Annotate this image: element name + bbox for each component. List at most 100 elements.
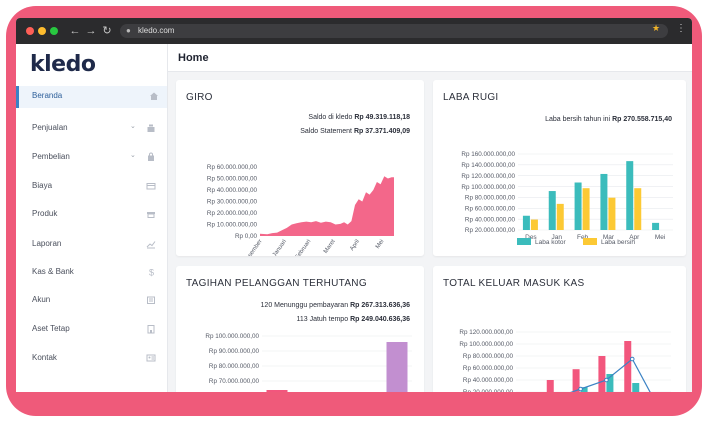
sidebar-item-kas-bank[interactable]: Kas & Bank $ [16,262,167,284]
close-window-icon[interactable] [26,27,34,35]
tagihan-bar [386,342,408,392]
bar-laba-kotor [522,215,530,230]
sidebar-item-akun[interactable]: Akun [16,290,167,312]
chevron-down-icon[interactable]: ⌄ [130,123,136,130]
building-icon [147,325,155,334]
sidebar-item-penjualan[interactable]: Penjualan ⌄ [16,118,167,140]
y-tick-label: Rp 60.000.000,00 [207,164,258,171]
kas-chart: Rp 120.000.000,00 Rp 100.000.000,00 Rp 80.… [459,329,671,392]
sidebar-item-aset-tetap[interactable]: Aset Tetap [16,319,167,341]
y-tick-label: Rp 80.000.000,00 [463,353,514,360]
x-tick-label: Februari [295,239,313,256]
sidebar-item-pembelian[interactable]: Pembelian ⌄ [16,147,167,169]
forward-arrow-icon[interactable]: → [85,25,97,37]
giro-chart: Rp 60.000.000,00 Rp 50.000.000,00 Rp 40.00… [207,164,394,256]
kas-line-point [578,386,583,392]
kas-card-title: TOTAL KELUAR MASUK KAS [443,278,585,289]
bar-laba-bersih [556,203,564,230]
bookmark-star-icon[interactable]: ★ [652,23,661,33]
bar-laba-kotor [574,182,582,230]
tagihan-bar [266,390,288,392]
ledger-icon [147,296,155,304]
laba-rugi-card: LABA RUGI Laba bersih tahun ini Rp 270.5… [433,80,686,256]
x-tick-label: Des [525,234,537,241]
x-tick-label: Desember [243,239,264,256]
giro-card-title: GIRO [186,92,213,103]
x-tick-label: Januari [272,239,288,256]
main-content: Home GIRO Saldo di kledo Rp 49.319.118,1… [168,44,692,392]
tagihan-jatuh-tempo-stat: 113 Jatuh tempo Rp 249.040.636,36 [296,316,410,323]
tagihan-card: TAGIHAN PELANGGAN TERHUTANG 120 Menunggu… [176,266,424,392]
y-tick-label: Rp 50.000.000,00 [207,176,258,183]
browser-titlebar: ← → ↻ ● kledo.com ★ ⋮ [16,18,692,44]
sidebar-item-label: Kontak [32,353,57,362]
maximize-window-icon[interactable] [50,27,58,35]
y-tick-label: Rp 40.000.000,00 [465,216,516,223]
x-tick-label: Jan [552,234,563,241]
minimize-window-icon[interactable] [38,27,46,35]
sidebar-item-label: Beranda [32,91,63,100]
sidebar-item-label: Pembelian [32,152,70,161]
sidebar-item-kontak[interactable]: Kontak [16,348,167,370]
y-tick-label: Rp 120.000.000,00 [461,173,515,180]
bar-laba-bersih [530,219,538,230]
y-tick-label: Rp 0,00 [235,233,258,240]
tagihan-chart: Rp 100.000.000,00 Rp 90.000.000,00 Rp 80.0… [205,333,412,392]
svg-text:$: $ [149,268,154,278]
lock-icon: ● [126,26,131,35]
sidebar-item-beranda[interactable]: Beranda [16,86,167,108]
kas-line-point [629,356,635,362]
sidebar-item-label: Kas & Bank [32,267,74,276]
kledo-logo[interactable]: kledo [30,52,96,77]
sidebar-item-label: Biaya [32,181,53,190]
contact-card-icon [146,354,156,362]
giro-card: GIRO Saldo di kledo Rp 49.319.118,18 Sal… [176,80,424,256]
tagihan-card-title: TAGIHAN PELANGGAN TERHUTANG [186,278,367,289]
laba-bersih-stat: Laba bersih tahun ini Rp 270.558.715,40 [545,116,672,123]
dollar-icon: $ [149,268,154,278]
kas-bar [580,387,588,392]
y-tick-label: Rp 100.000.000,00 [459,341,513,348]
legend-label: Laba bersih [601,239,635,246]
kas-line-series [570,358,651,392]
kas-bar [572,369,580,392]
y-tick-label: Rp 40.000.000,00 [463,377,514,384]
bar-laba-kotor [626,161,634,230]
browser-window: ← → ↻ ● kledo.com ★ ⋮ kledo Beranda Penju… [16,18,692,392]
y-tick-label: Rp 20.000.000,00 [207,210,258,217]
x-tick-label: Mei [375,239,385,250]
sidebar-item-produk[interactable]: Produk [16,204,167,226]
y-tick-label: Rp 20.000.000,00 [465,227,516,234]
bar-laba-bersih [634,188,642,230]
kas-bar [632,383,640,392]
credit-card-icon [146,183,156,190]
y-tick-label: Rp 160.000.000,00 [461,151,515,158]
address-bar[interactable]: ● kledo.com [120,24,668,38]
bar-laba-kotor [548,191,556,230]
page-title: Home [178,52,209,64]
y-tick-label: Rp 140.000.000,00 [461,162,515,169]
y-tick-label: Rp 60.000.000,00 [463,365,514,372]
reload-icon[interactable]: ↻ [102,25,112,37]
y-tick-label: Rp 20.000.000,00 [463,389,514,392]
sidebar-item-laporan[interactable]: Laporan [16,234,167,256]
bar-laba-bersih [582,188,590,230]
x-tick-label: Apr [629,234,640,241]
sidebar-item-label: Laporan [32,239,62,248]
chart-icon [146,241,156,249]
sidebar: kledo Beranda Penjualan ⌄ Pembelian ⌄ Biaya Pr… [16,44,168,392]
chevron-down-icon[interactable]: ⌄ [130,152,136,159]
back-arrow-icon[interactable]: ← [69,25,81,37]
giro-saldo-kledo: Saldo di kledo Rp 49.319.118,18 [308,114,410,121]
shopping-bag-icon [148,152,154,161]
y-tick-label: Rp 80.000.000,00 [209,363,260,370]
home-icon [150,92,158,100]
giro-saldo-statement: Saldo Statement Rp 37.371.409,09 [300,128,410,135]
browser-menu-icon[interactable]: ⋮ [676,23,686,34]
legend-swatch [517,238,531,245]
y-tick-label: Rp 40.000.000,00 [207,187,258,194]
sidebar-item-biaya[interactable]: Biaya [16,176,167,198]
y-tick-label: Rp 100.000.000,00 [205,333,259,340]
sidebar-item-label: Aset Tetap [32,324,70,333]
box-icon [147,212,155,218]
